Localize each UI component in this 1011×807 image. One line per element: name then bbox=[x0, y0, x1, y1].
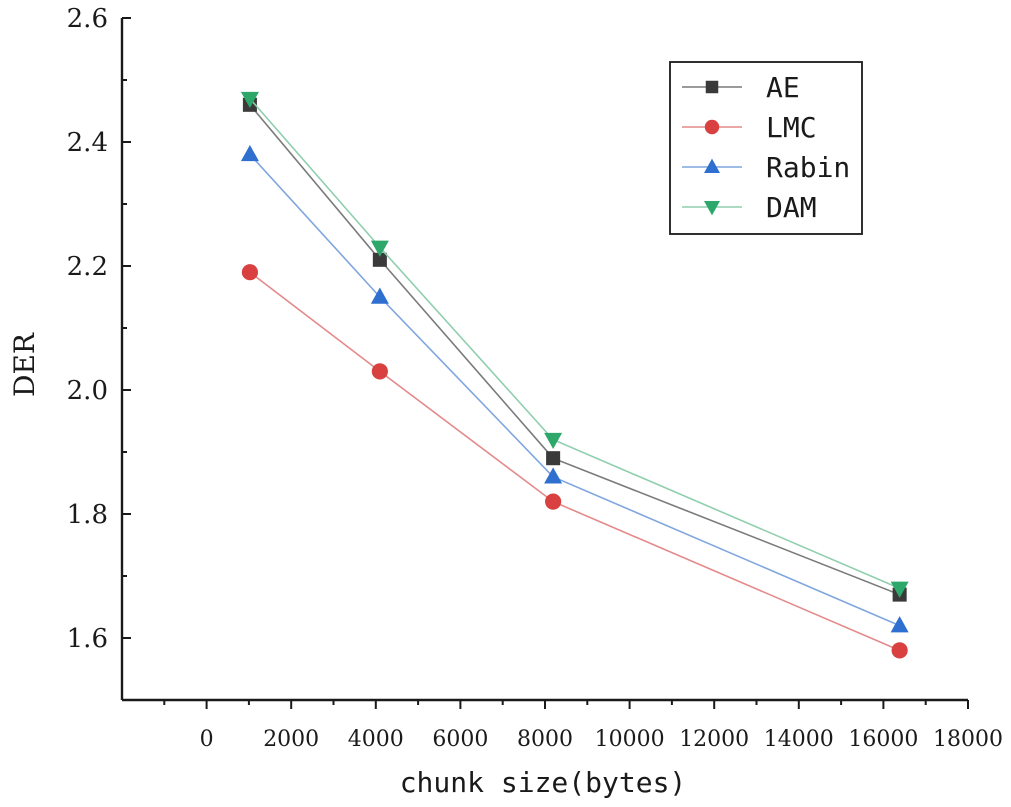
series-rabin bbox=[240, 144, 909, 633]
legend-box bbox=[669, 61, 863, 235]
x-tick-label: 6000 bbox=[432, 727, 488, 752]
legend-label-dam: DAM bbox=[766, 191, 817, 224]
x-tick-label: 10000 bbox=[595, 727, 665, 752]
legend-marker-dam bbox=[704, 201, 720, 216]
series-dam bbox=[240, 91, 909, 598]
data-point-lmc bbox=[545, 493, 562, 510]
series-line-lmc bbox=[249, 271, 900, 652]
series-line-ae bbox=[249, 104, 900, 596]
data-point-ae bbox=[372, 252, 387, 267]
series-lmc bbox=[241, 264, 908, 659]
y-tick-label: 2.6 bbox=[67, 4, 108, 34]
data-point-dam bbox=[544, 432, 563, 450]
series-line-rabin bbox=[249, 153, 900, 627]
data-point-rabin bbox=[544, 467, 563, 484]
y-tick-label: 2.4 bbox=[67, 128, 108, 158]
x-axis-title: chunk size(bytes) bbox=[400, 766, 687, 799]
data-point-dam bbox=[370, 240, 389, 257]
x-tick-label: 14000 bbox=[764, 727, 834, 752]
data-point-dam bbox=[890, 581, 909, 598]
series-layer bbox=[240, 91, 909, 659]
legend-marker-lmc bbox=[704, 119, 720, 135]
legend-marker-ae bbox=[705, 80, 719, 94]
x-tick-label: 12000 bbox=[679, 727, 749, 752]
series-line-dam bbox=[249, 98, 900, 590]
x-tick-label: 16000 bbox=[848, 727, 918, 752]
y-tick-label: 2.0 bbox=[67, 376, 108, 406]
x-tick-label: 18000 bbox=[933, 727, 1003, 752]
legend-label-lmc: LMC bbox=[766, 111, 817, 144]
data-point-rabin bbox=[370, 287, 389, 304]
y-tick-label: 1.8 bbox=[67, 500, 108, 530]
data-point-rabin bbox=[240, 144, 259, 162]
legend: AE LMC Rabin DAM bbox=[669, 61, 863, 235]
data-point-ae bbox=[546, 451, 561, 466]
x-tick-label: 2000 bbox=[263, 727, 319, 752]
legend-marker-rabin bbox=[704, 158, 720, 173]
data-point-lmc bbox=[241, 264, 259, 281]
data-point-lmc bbox=[371, 363, 388, 380]
axes: 1.6 1.8 2.0 2.2 2.4 2.6 0 2000 4000 6000 8000 10000… bbox=[67, 4, 1003, 752]
legend-label-ae: AE bbox=[766, 71, 800, 104]
data-point-rabin bbox=[890, 616, 909, 633]
x-tick-label: 4000 bbox=[348, 727, 404, 752]
data-point-dam bbox=[240, 91, 259, 109]
x-tick-label: 8000 bbox=[517, 727, 573, 752]
legend-label-rabin: Rabin bbox=[766, 151, 850, 184]
y-axis-title: DER bbox=[8, 332, 41, 397]
y-tick-label: 2.2 bbox=[67, 252, 108, 282]
y-tick-label: 1.6 bbox=[67, 624, 108, 654]
x-tick-label: 0 bbox=[200, 727, 214, 752]
data-point-lmc bbox=[891, 642, 908, 659]
